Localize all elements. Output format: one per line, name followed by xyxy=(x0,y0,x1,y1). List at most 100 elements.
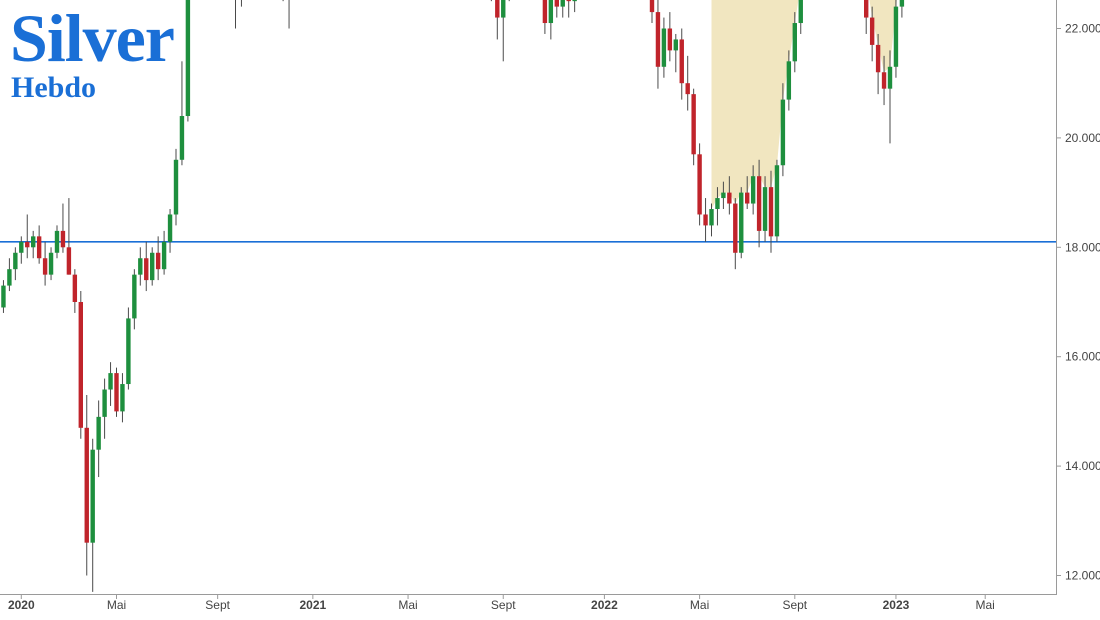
y-tick-label: 18.000 xyxy=(1065,240,1100,254)
candle-body xyxy=(733,203,738,253)
candle xyxy=(66,198,72,275)
candle xyxy=(1,280,6,313)
candle xyxy=(495,0,500,40)
candle-body xyxy=(887,66,893,89)
candle xyxy=(138,247,143,286)
y-tick-label: 16.000 xyxy=(1065,350,1100,364)
candle xyxy=(84,394,89,576)
candle xyxy=(762,176,768,242)
x-tick-labels: 2020 Mai Sept 2021 Mai Sept 2022 Mai Sept 2023 Mai xyxy=(8,594,995,612)
x-tick-label: Mai xyxy=(690,598,709,612)
horizontal-lines-layer xyxy=(0,241,1056,243)
candle xyxy=(655,0,661,89)
chart-subtitle: Hebdo xyxy=(11,71,97,104)
candle-body xyxy=(132,274,137,319)
candle-body xyxy=(667,28,673,51)
candle-body xyxy=(1,285,6,308)
candle xyxy=(768,170,774,253)
candle xyxy=(132,269,137,330)
candle xyxy=(102,378,107,439)
candle xyxy=(155,236,161,281)
candle xyxy=(572,0,577,13)
candle-body xyxy=(715,198,720,210)
candle-body xyxy=(31,236,36,248)
candle xyxy=(691,88,696,166)
chart-title: Silver xyxy=(10,0,175,76)
candle-body xyxy=(66,247,72,275)
candle-body xyxy=(120,384,125,412)
candle xyxy=(19,236,24,264)
candle-body xyxy=(739,192,744,253)
candle xyxy=(501,0,506,62)
candle-body xyxy=(655,12,661,67)
candle xyxy=(108,362,113,406)
candle xyxy=(739,187,744,259)
x-tick-label: Mai xyxy=(976,598,995,612)
candle xyxy=(90,438,95,592)
candle xyxy=(54,225,60,259)
candle-body xyxy=(762,187,768,231)
candle xyxy=(31,230,36,259)
candle-body xyxy=(501,0,506,18)
candle xyxy=(161,230,167,275)
candle-body xyxy=(673,39,678,51)
y-tick-label: 14.000 xyxy=(1065,459,1100,473)
candle xyxy=(288,0,290,29)
candle-body xyxy=(697,154,702,215)
candle xyxy=(36,225,42,264)
candle-body xyxy=(691,94,696,155)
candle-body xyxy=(114,373,119,412)
candle xyxy=(786,50,792,111)
candle-body xyxy=(798,0,803,24)
candle xyxy=(173,148,179,226)
candle-body xyxy=(179,116,185,160)
candle-body xyxy=(102,389,107,417)
candle xyxy=(733,198,738,270)
candle-body xyxy=(542,0,548,24)
candle-body xyxy=(774,165,780,237)
candle-body xyxy=(893,6,899,67)
candle-body xyxy=(792,23,797,62)
x-tick-label: Sept xyxy=(491,598,516,612)
candle xyxy=(685,55,690,111)
candle xyxy=(114,367,119,417)
candle xyxy=(548,0,554,40)
candle xyxy=(167,209,173,253)
y-tick-labels: 12.00014.00016.00018.00020.00022.00024.0… xyxy=(1056,22,1100,583)
candle-body xyxy=(150,252,155,281)
cup-area-layer xyxy=(711,0,897,210)
candle xyxy=(709,203,714,237)
candle-body xyxy=(560,0,565,7)
candle xyxy=(13,247,18,281)
candle-body xyxy=(72,274,78,302)
candle xyxy=(235,0,236,29)
candle-body xyxy=(864,0,869,18)
candle xyxy=(7,258,12,292)
candle xyxy=(798,0,803,34)
candle-body xyxy=(786,61,792,100)
candle-body xyxy=(155,252,161,270)
candle xyxy=(869,6,875,62)
candle xyxy=(120,373,125,423)
candle xyxy=(881,55,887,106)
cup-shaded-area xyxy=(711,0,897,210)
candle xyxy=(126,307,131,390)
candle-body xyxy=(60,230,66,248)
candle xyxy=(697,143,702,226)
candle-body xyxy=(685,83,690,95)
candle-body xyxy=(768,187,774,237)
x-tick-label: Mai xyxy=(398,598,417,612)
candle xyxy=(887,50,893,144)
candle xyxy=(282,0,284,2)
candle-body xyxy=(756,176,762,231)
candle xyxy=(542,0,548,34)
candle xyxy=(792,12,797,73)
candle xyxy=(715,187,720,226)
candle-body xyxy=(42,258,48,275)
candle-body xyxy=(7,269,12,286)
candle xyxy=(508,0,510,2)
candle-body xyxy=(661,28,667,67)
candle xyxy=(48,247,54,281)
candle xyxy=(703,198,708,242)
candle xyxy=(649,0,655,24)
